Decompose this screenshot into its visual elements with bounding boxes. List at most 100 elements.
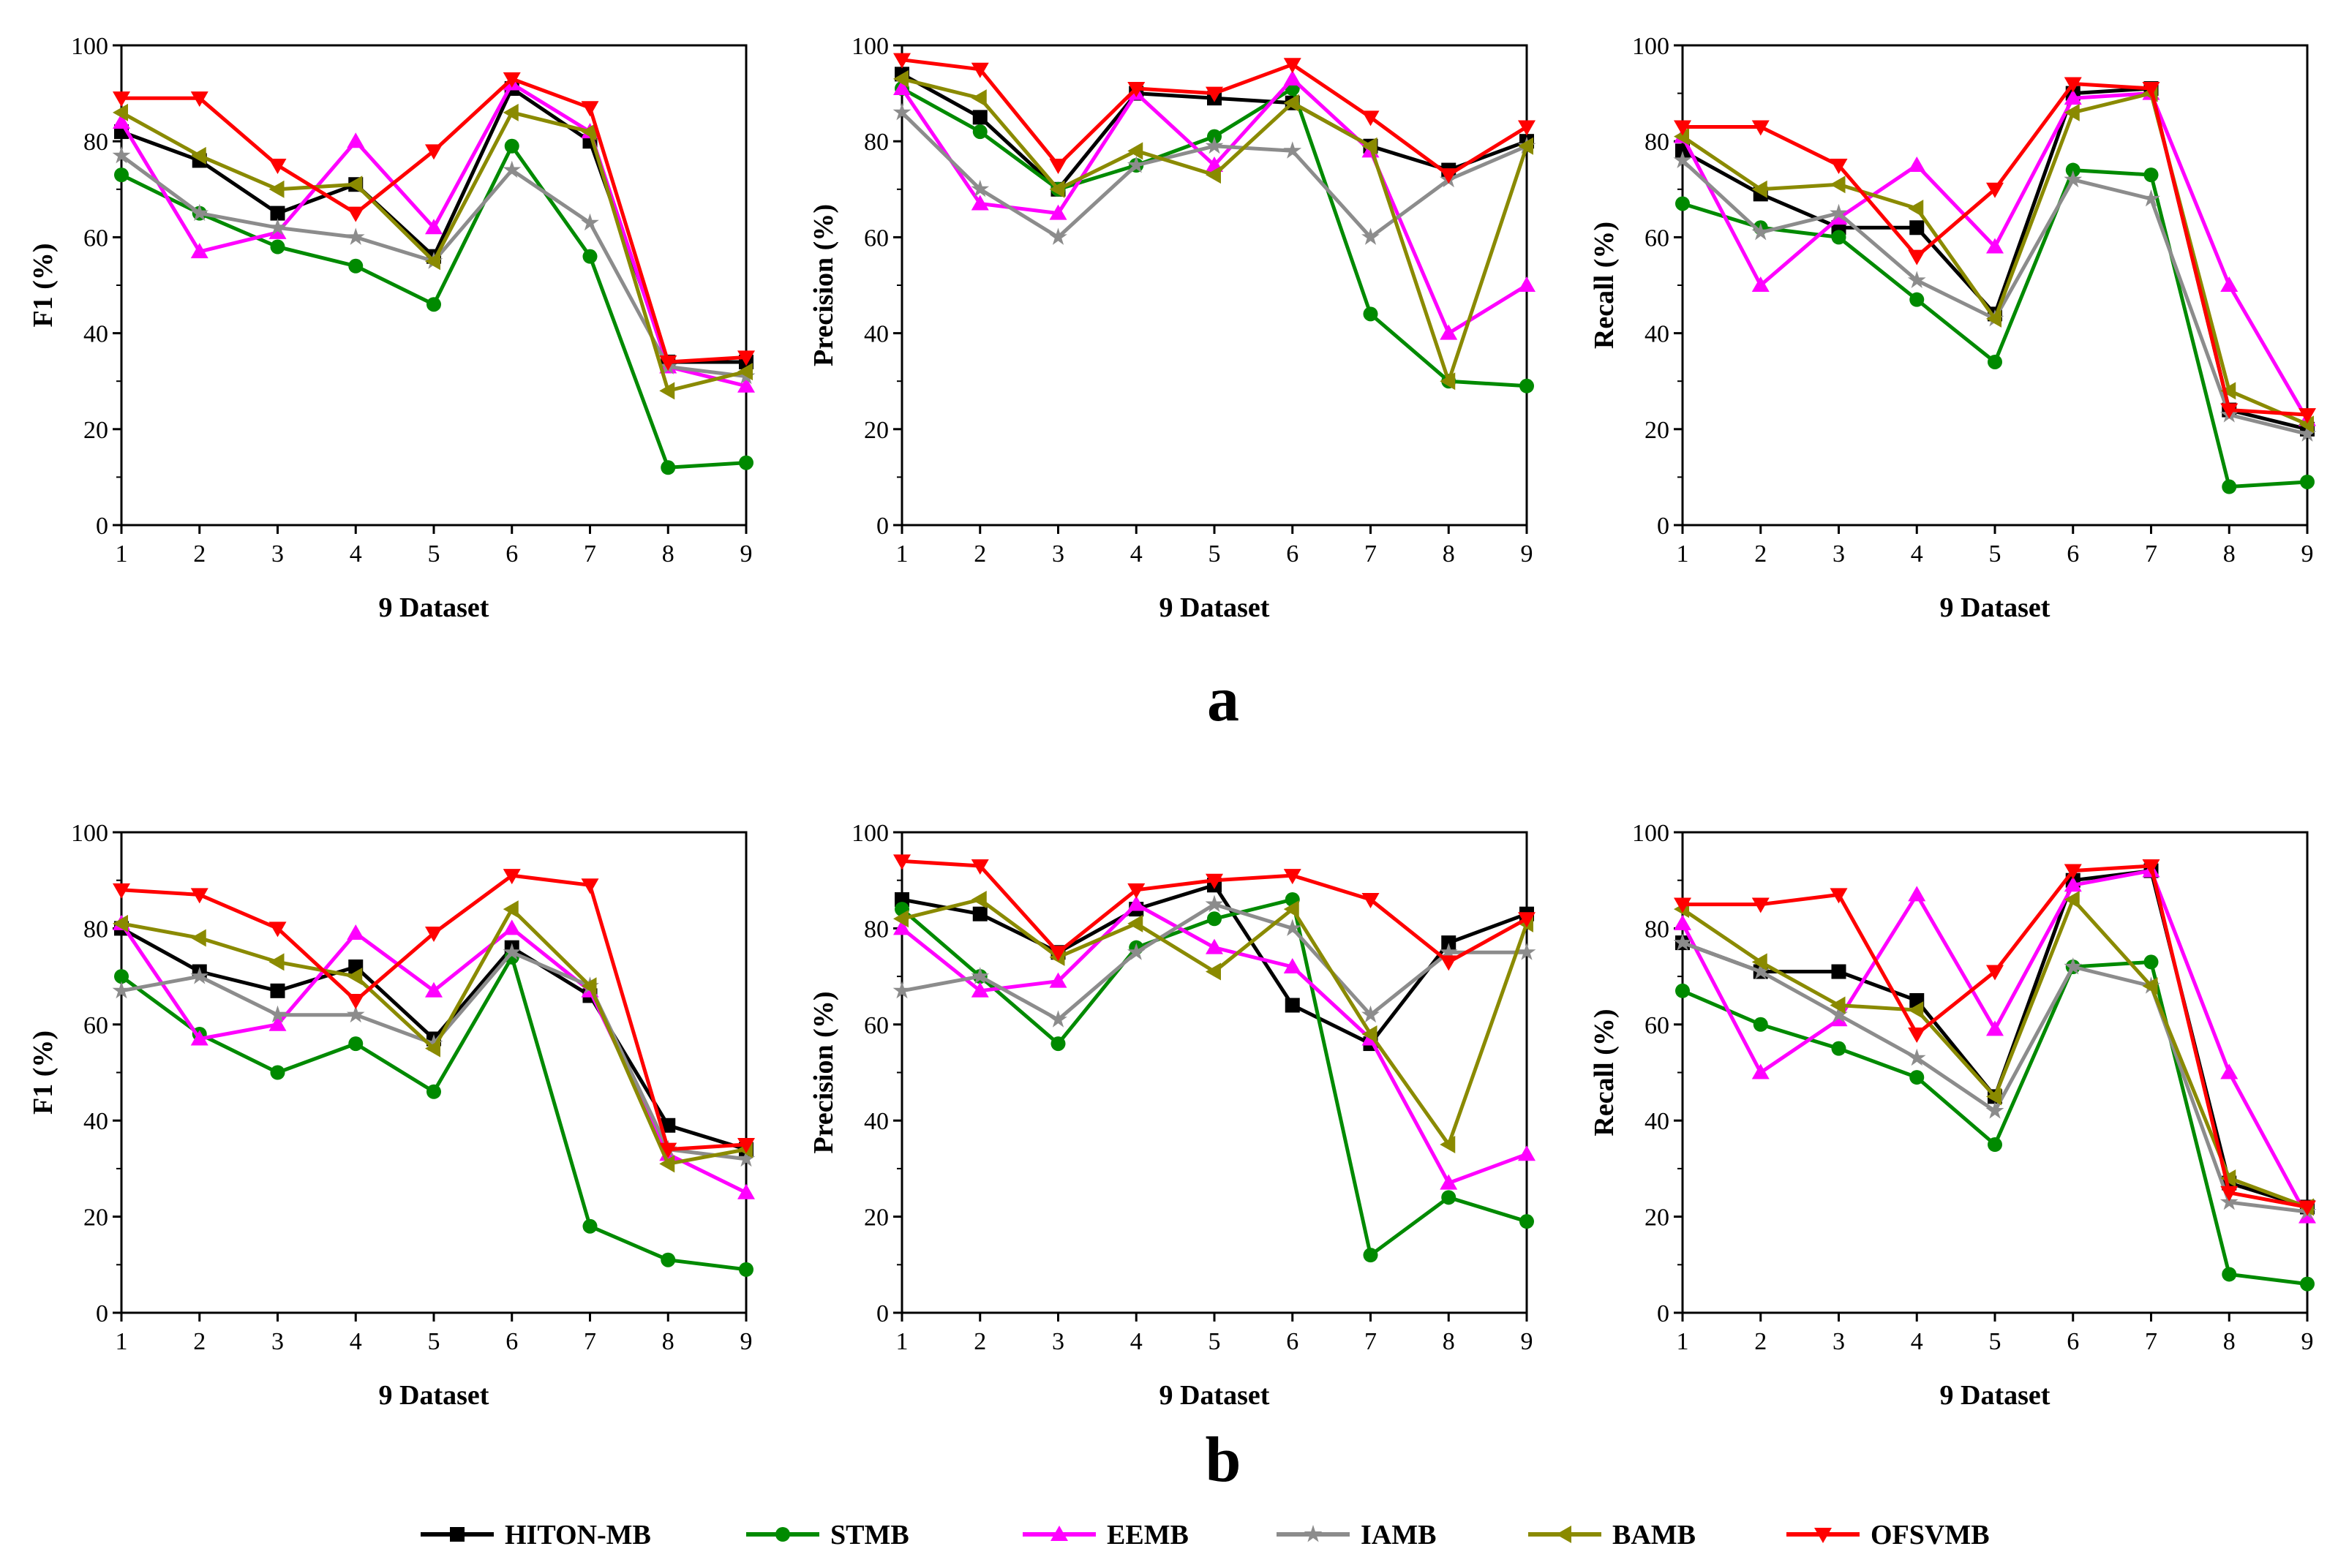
data-point-iamb — [1751, 222, 1770, 241]
y-axis-title: Recall (%) — [1589, 1009, 1620, 1136]
data-point-bamb — [268, 180, 285, 198]
data-point-ofsvmb — [893, 53, 911, 69]
x-tick-label: 1 — [896, 1328, 909, 1355]
data-point-bamb — [425, 1039, 440, 1058]
data-point-ofsvmb — [581, 101, 599, 117]
series-iamb — [892, 894, 1536, 1028]
data-point-stmb — [1363, 1248, 1378, 1263]
x-axis-title: 9 Dataset — [1159, 592, 1270, 623]
data-point-iamb — [268, 218, 287, 235]
data-point-bamb — [268, 953, 285, 971]
data-point-bamb — [2142, 977, 2158, 995]
series-hiton-mb — [1675, 863, 2315, 1215]
data-point-iamb — [1673, 151, 1692, 168]
data-point-bamb — [2220, 1169, 2236, 1188]
data-point-bamb — [1283, 94, 1299, 112]
data-point-iamb — [581, 213, 599, 231]
x-tick-label: 7 — [2145, 540, 2157, 568]
y-tick-label: 100 — [1632, 33, 1669, 60]
data-point-bamb — [113, 914, 128, 932]
data-point-eemb — [113, 113, 130, 129]
data-point-stmb — [348, 258, 364, 274]
data-point-stmb — [661, 460, 676, 475]
data-point-bamb — [1127, 914, 1143, 932]
panel-label-a: a — [1207, 664, 1239, 735]
x-tick-label: 5 — [1209, 1328, 1221, 1355]
x-tick-label: 3 — [271, 540, 284, 568]
data-point-iamb — [1830, 1005, 1848, 1023]
data-point-stmb — [1207, 911, 1222, 927]
x-axis-title: 9 Dataset — [1940, 1380, 2051, 1411]
data-point-bamb — [1127, 142, 1143, 160]
x-tick-label: 6 — [1286, 1328, 1298, 1355]
y-axis-title: F1 (%) — [28, 1030, 59, 1115]
legend-label: EEMB — [1107, 1520, 1189, 1550]
x-tick-label: 3 — [1052, 540, 1064, 568]
data-point-stmb — [270, 239, 285, 255]
data-point-iamb — [1205, 894, 1224, 913]
data-point-eemb — [1986, 238, 2004, 254]
data-point-ofsvmb — [737, 1138, 755, 1154]
x-tick-label: 1 — [116, 1328, 128, 1355]
data-point-stmb — [2143, 954, 2159, 970]
series-ofsvmb — [1674, 859, 2316, 1216]
data-point-iamb — [503, 160, 522, 178]
data-point-iamb — [1127, 156, 1146, 173]
x-tick-label: 6 — [2067, 540, 2079, 568]
x-tick-label: 9 — [740, 1328, 753, 1355]
data-point-eemb — [1830, 1011, 1848, 1027]
x-tick-label: 8 — [2223, 540, 2236, 568]
data-point-stmb — [1675, 983, 1690, 998]
data-point-bamb — [659, 382, 675, 400]
data-point-ofsvmb — [113, 91, 130, 108]
x-tick-label: 4 — [1130, 1328, 1143, 1355]
data-point-iamb — [503, 943, 522, 960]
legend-item-hiton-mb: HITON-MB — [421, 1520, 651, 1550]
legend-item-ofsvmb: OFSVMB — [1786, 1520, 1990, 1550]
series-stmb — [1675, 162, 2315, 494]
x-tick-label: 2 — [974, 540, 986, 568]
data-point-ofsvmb — [737, 350, 755, 366]
x-tick-label: 6 — [1286, 540, 1298, 568]
data-point-eemb — [1674, 914, 1691, 930]
series-eemb — [113, 75, 755, 393]
data-point-stmb — [1441, 1190, 1456, 1205]
data-point-hiton-mb — [270, 206, 285, 221]
y-tick-label: 100 — [852, 33, 889, 60]
series-eemb — [893, 895, 1536, 1190]
y-tick-label: 60 — [83, 1012, 108, 1039]
data-point-ofsvmb — [347, 993, 365, 1009]
x-tick-label: 2 — [193, 1328, 206, 1355]
x-tick-label: 3 — [271, 1328, 284, 1355]
data-point-iamb — [1751, 962, 1770, 979]
x-tick-label: 9 — [2301, 1328, 2314, 1355]
data-point-iamb — [971, 967, 990, 984]
x-tick-label: 7 — [584, 1328, 596, 1355]
data-point-eemb — [347, 132, 365, 148]
data-point-ofsvmb — [1830, 159, 1848, 174]
data-point-ofsvmb — [190, 888, 208, 904]
data-point-eemb — [425, 219, 443, 235]
data-point-stmb — [1519, 1214, 1534, 1229]
y-tick-label: 0 — [1657, 513, 1669, 540]
series-ofsvmb — [893, 854, 1536, 971]
data-point-ofsvmb — [1674, 120, 1691, 136]
y-axis-title: Precision (%) — [808, 992, 839, 1154]
data-point-eemb — [1830, 209, 1848, 225]
data-point-ofsvmb — [1361, 892, 1380, 908]
legend-item-stmb: STMB — [746, 1520, 909, 1550]
data-point-stmb — [1909, 292, 1925, 307]
data-point-iamb — [1283, 919, 1302, 936]
data-point-iamb — [1517, 943, 1536, 960]
data-point-bamb — [893, 69, 909, 88]
legend-label: BAMB — [1612, 1520, 1696, 1550]
legend-item-iamb: IAMB — [1277, 1520, 1436, 1550]
series-line-iamb — [1682, 941, 2308, 1214]
y-tick-label: 80 — [864, 129, 889, 156]
data-point-ofsvmb — [971, 62, 989, 78]
data-point-iamb — [1361, 227, 1380, 245]
series-bamb — [893, 69, 1533, 391]
x-tick-label: 5 — [428, 540, 440, 568]
data-point-iamb — [2064, 170, 2083, 188]
